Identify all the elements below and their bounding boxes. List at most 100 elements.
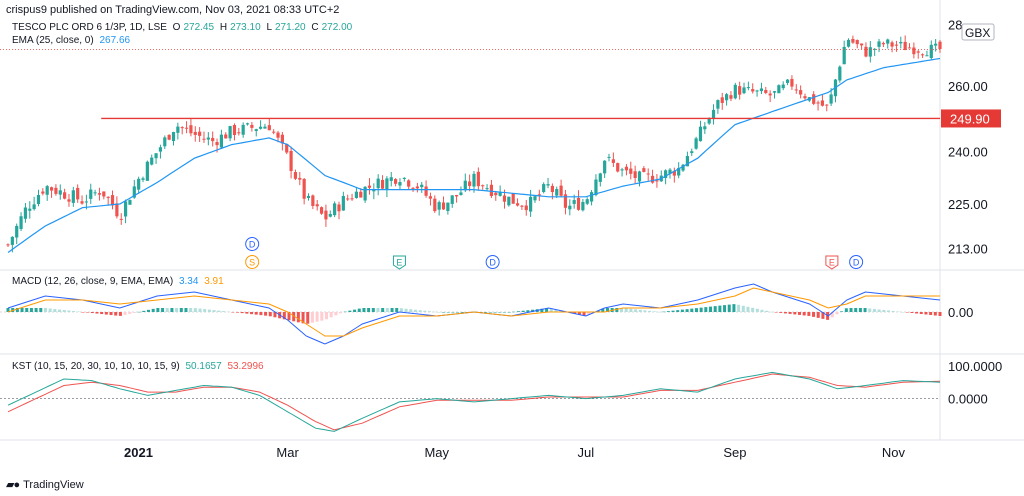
- macd-histogram-bar: [235, 312, 239, 313]
- candle-body: [546, 184, 550, 186]
- macd-histogram-bar: [634, 309, 638, 312]
- candle-body: [23, 207, 28, 219]
- macd-histogram-bar: [891, 310, 895, 312]
- event-marker-label: E: [829, 258, 835, 268]
- candle-body: [58, 190, 62, 195]
- x-tick-label: May: [424, 445, 449, 460]
- split-marker-icon[interactable]: [245, 255, 260, 269]
- macd-histogram-bar: [685, 309, 689, 312]
- candle-body: [158, 147, 163, 152]
- macd-histogram-bar: [638, 309, 642, 312]
- macd-histogram-bar: [488, 312, 492, 313]
- candle-body: [224, 134, 228, 139]
- candle-body: [89, 189, 93, 199]
- dividend-marker-icon[interactable]: [245, 237, 260, 251]
- candle-body: [934, 43, 938, 46]
- earnings-marker-icon[interactable]: [825, 255, 839, 270]
- macd-histogram-bar: [395, 308, 399, 312]
- candle-body: [794, 89, 798, 91]
- event-marker-label: S: [249, 258, 255, 268]
- macd-histogram-bar: [573, 312, 577, 314]
- macd-histogram-bar: [114, 312, 118, 316]
- macd-histogram-bar: [460, 312, 464, 313]
- macd-histogram-bar: [451, 312, 455, 313]
- candle-body: [324, 210, 328, 220]
- candle-body: [454, 195, 459, 197]
- macd-histogram-bar: [502, 312, 506, 313]
- macd-histogram-bar: [699, 307, 703, 312]
- macd-histogram-bar: [545, 308, 549, 312]
- macd-histogram-bar: [783, 312, 787, 314]
- kst-label: KST (10, 15, 20, 30, 10, 10, 10, 15, 9): [12, 361, 180, 372]
- macd-histogram-bar: [854, 308, 858, 312]
- candle-body: [115, 203, 119, 217]
- macd-histogram-bar: [577, 312, 581, 315]
- earnings-marker-icon[interactable]: [392, 255, 406, 270]
- candle-body: [45, 186, 49, 195]
- macd-histogram-bar: [587, 312, 591, 315]
- macd-histogram-bar: [933, 312, 937, 316]
- macd-histogram-bar: [58, 309, 62, 312]
- macd-histogram-bar: [652, 311, 656, 312]
- macd-histogram-bar: [156, 308, 160, 312]
- candle-body: [119, 218, 123, 220]
- candle-body: [755, 90, 759, 92]
- currency-badge[interactable]: [961, 23, 995, 41]
- macd-histogram-bar: [128, 312, 132, 314]
- tradingview-logo: ▰● TradingView: [6, 478, 84, 492]
- dividend-marker-icon[interactable]: [849, 255, 864, 269]
- candle-body: [485, 188, 489, 190]
- candle-body: [768, 93, 772, 96]
- candle-body: [642, 168, 646, 172]
- dividend-marker-icon[interactable]: [485, 255, 500, 269]
- candle-body: [720, 97, 724, 103]
- candle-body: [751, 89, 755, 92]
- kst-legend: KST (10, 15, 20, 30, 10, 10, 10, 15, 9) …: [12, 361, 267, 372]
- ema-label: EMA (25, close, 0): [12, 35, 94, 46]
- candle-body: [690, 151, 694, 154]
- candle-body: [198, 131, 202, 136]
- macd-histogram-bar: [840, 311, 844, 312]
- candle-body: [838, 66, 842, 81]
- kst-value: 50.1657: [185, 361, 222, 372]
- macd-histogram-bar: [189, 308, 193, 312]
- macd-histogram-bar: [320, 312, 324, 321]
- macd-histogram-bar: [751, 307, 755, 312]
- macd-histogram-bar: [863, 308, 867, 312]
- candle-body: [411, 187, 415, 189]
- macd-histogram-bar: [301, 312, 305, 324]
- macd-histogram-bar: [310, 312, 314, 323]
- candle-body: [420, 184, 424, 188]
- macd-histogram-bar: [62, 310, 66, 312]
- candle-body: [285, 144, 289, 153]
- close-value: 272.00: [321, 22, 353, 33]
- candle-body: [502, 195, 507, 202]
- candle-body: [71, 190, 75, 203]
- macd-histogram-bar: [376, 308, 380, 312]
- candle-body: [620, 169, 624, 171]
- candle-body: [603, 160, 607, 174]
- candle-body: [550, 185, 554, 193]
- candle-body: [189, 125, 193, 134]
- candle-body: [868, 47, 872, 57]
- candle-body: [215, 142, 219, 146]
- candle-body: [206, 137, 210, 140]
- candle-body: [825, 104, 829, 106]
- macd-histogram-bar: [109, 312, 113, 316]
- macd-histogram-bar: [512, 311, 516, 313]
- candle-body: [803, 96, 807, 99]
- candle-body: [790, 78, 794, 87]
- candle-body: [873, 48, 877, 50]
- macd-histogram-bar: [779, 312, 783, 313]
- macd-histogram-bar: [596, 310, 600, 312]
- candle-body: [333, 203, 337, 216]
- macd-histogram-bar: [381, 308, 385, 312]
- macd-histogram-bar: [671, 310, 675, 312]
- macd-histogram-bar: [746, 306, 750, 312]
- macd-histogram-bar: [709, 306, 713, 312]
- macd-histogram-bar: [15, 308, 19, 312]
- candle-body: [228, 126, 232, 139]
- candle-body: [463, 180, 467, 191]
- macd-histogram-bar: [254, 312, 258, 315]
